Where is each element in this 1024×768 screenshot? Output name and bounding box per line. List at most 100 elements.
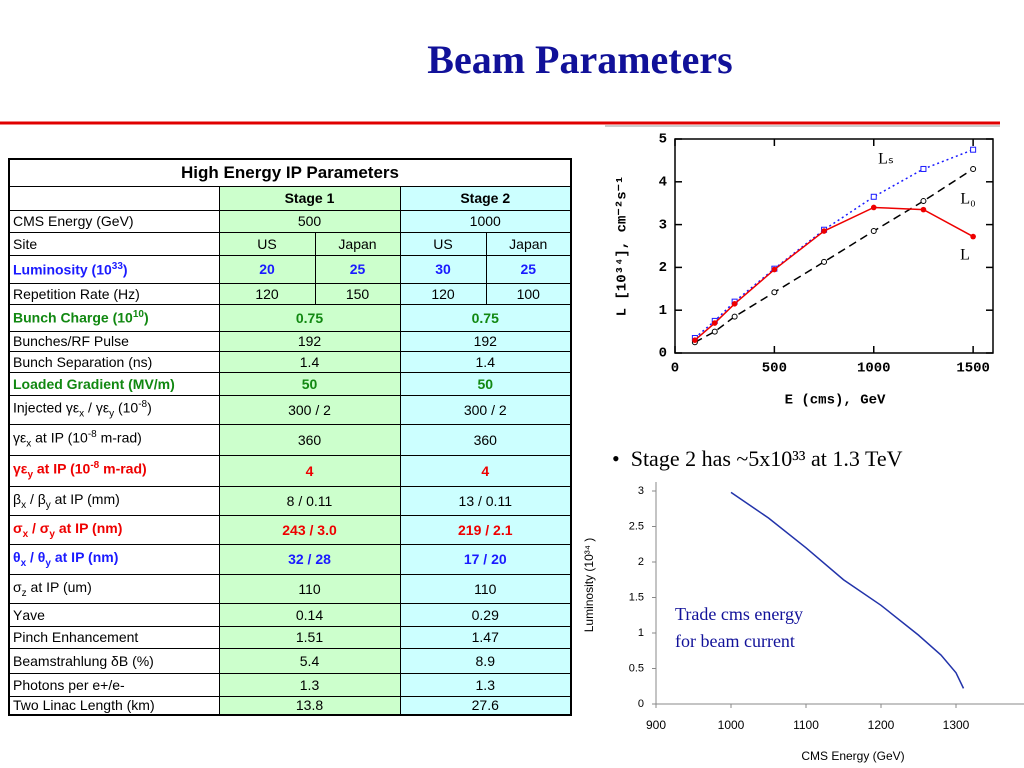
row-label: Pinch Enhancement xyxy=(8,625,220,649)
row-label: γεx at IP (10-8 m-rad) xyxy=(8,423,220,456)
label-part: at IP (um) xyxy=(26,578,92,595)
series-line xyxy=(730,491,965,689)
label-part: y xyxy=(49,528,55,540)
y-axis-label: Luminosity (10³⁴ ) xyxy=(582,538,596,633)
y-tick-label: 5 xyxy=(659,132,667,148)
cell: 1.3 xyxy=(399,672,572,697)
label-part: σ xyxy=(13,578,22,595)
label-part: x xyxy=(22,528,29,540)
label-part: at IP (10 xyxy=(31,429,88,446)
y-tick-label: 2.5 xyxy=(629,520,644,532)
cell: 13.8 xyxy=(218,695,401,716)
x-tick-label: 1100 xyxy=(793,718,819,732)
label-part: -8 xyxy=(87,429,97,441)
cell: 5.4 xyxy=(218,647,401,674)
table-row: Two Linac Length (km) 13.8 27.6 xyxy=(8,695,572,716)
cell: 243 / 3.0 xyxy=(218,514,401,545)
parameter-table: High Energy IP Parameters Stage 1 Stage 2… xyxy=(8,158,573,716)
table-row: Bunches/RF Pulse 192 192 xyxy=(8,330,572,352)
label-part: θ xyxy=(13,549,21,566)
marker xyxy=(920,198,927,205)
table-row: Loaded Gradient (MV/m) 50 50 xyxy=(8,371,572,396)
label-part: σ xyxy=(13,519,23,536)
marker xyxy=(870,204,877,211)
row-label: Bunch Separation (ns) xyxy=(8,350,220,373)
y-axis-label: L [10³⁴], cm⁻²s⁻¹ xyxy=(615,176,631,317)
column-header-row: Stage 1 Stage 2 xyxy=(8,185,572,211)
series-line xyxy=(694,149,974,339)
table-title-row: High Energy IP Parameters xyxy=(8,158,572,187)
cell: 300 / 2 xyxy=(399,394,572,425)
label-part: (10 xyxy=(114,399,139,416)
y-tick-label: 0.5 xyxy=(629,662,644,674)
cell: 1000 xyxy=(399,209,572,233)
bullet-text: Stage 2 has ~5x10³³ at 1.3 TeV xyxy=(630,446,903,471)
cell: 110 xyxy=(218,573,401,604)
row-label: Site xyxy=(8,231,220,256)
y-tick-label: 2 xyxy=(638,556,644,568)
table-row: θx / θy at IP (nm) 32 / 28 17 / 20 xyxy=(8,543,572,575)
marker xyxy=(870,228,877,235)
marker xyxy=(771,266,778,273)
table-row: Luminosity (1033) 20 25 30 25 xyxy=(8,254,572,284)
cell: 1.51 xyxy=(218,625,401,649)
row-label: σx / σy at IP (nm) xyxy=(8,514,220,545)
row-label: Injected γεx / γεy (10-8) xyxy=(8,394,220,425)
series-label: Lₛ xyxy=(878,151,894,168)
table-row: σx / σy at IP (nm) 243 / 3.0 219 / 2.1 xyxy=(8,514,572,545)
label-part: at IP (mm) xyxy=(50,490,120,507)
label-part: x xyxy=(79,408,85,420)
cell: 360 xyxy=(218,423,401,456)
row-label: Loaded Gradient (MV/m) xyxy=(8,371,220,396)
column-header: Stage 1 xyxy=(218,185,401,211)
cell: 120 xyxy=(399,282,487,305)
blank-header xyxy=(8,185,220,211)
label-part: ) xyxy=(143,309,149,326)
y-tick-label: 2 xyxy=(659,260,667,276)
marker xyxy=(970,146,977,153)
row-label: σz at IP (um) xyxy=(8,573,220,604)
table-row: Beamstrahlung δB (%) 5.4 8.9 xyxy=(8,647,572,674)
marker xyxy=(870,193,877,200)
y-tick-label: 3 xyxy=(638,485,644,497)
label-part: β xyxy=(13,490,22,507)
x-axis-label: CMS Energy (GeV) xyxy=(801,749,904,763)
cell: Japan xyxy=(485,231,572,256)
marker xyxy=(920,165,927,172)
table-row: Υave 0.14 0.29 xyxy=(8,602,572,627)
x-tick-label: 0 xyxy=(671,361,679,377)
x-axis-label: E (cms), GeV xyxy=(785,393,886,409)
label-part: x xyxy=(21,499,27,511)
label-part: x xyxy=(20,557,27,569)
cell: 1.47 xyxy=(399,625,572,649)
cell: 8 / 0.11 xyxy=(218,485,401,516)
row-label: CMS Energy (GeV) xyxy=(8,209,220,233)
x-tick-label: 1000 xyxy=(857,361,891,377)
slide-title: Beam Parameters xyxy=(427,37,733,82)
cell: 120 xyxy=(218,282,316,305)
row-label: βx / βy at IP (mm) xyxy=(8,485,220,516)
label-part: y xyxy=(109,408,115,420)
table-row: Photons per e+/e- 1.3 1.3 xyxy=(8,672,572,697)
table-row: Injected γεx / γεy (10-8) 300 / 2 300 / 2 xyxy=(8,394,572,425)
cell: 32 / 28 xyxy=(218,543,401,575)
x-tick-label: 1200 xyxy=(868,718,895,732)
cell: 20 xyxy=(218,254,316,284)
label-part: Bunch Charge (10 xyxy=(13,309,133,326)
plot-frame xyxy=(674,138,994,354)
cell: 50 xyxy=(218,371,401,396)
y-tick-label: 1 xyxy=(638,627,644,639)
y-tick-label: 3 xyxy=(659,217,667,233)
cell: 150 xyxy=(314,282,401,305)
bullet: • Stage 2 has ~5x10³³ at 1.3 TeV xyxy=(612,446,903,471)
cell: 110 xyxy=(399,573,572,604)
label-part: y xyxy=(27,469,33,481)
cell: 1.3 xyxy=(218,672,401,697)
marker xyxy=(711,320,718,326)
cell: 300 / 2 xyxy=(218,394,401,425)
x-tick-label: 1500 xyxy=(956,361,990,377)
y-tick-label: 0 xyxy=(659,346,667,362)
cell: 30 xyxy=(399,254,487,284)
row-label: γεy at IP (10-8 m-rad) xyxy=(8,454,220,487)
